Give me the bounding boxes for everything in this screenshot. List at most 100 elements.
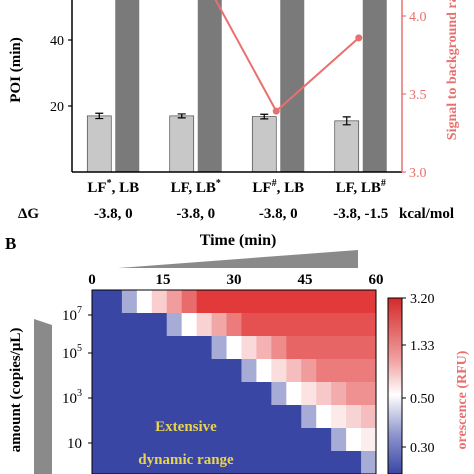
signal-point xyxy=(355,34,363,42)
heatmap-cell xyxy=(331,336,347,360)
category-labels: LF*, LB -3.8, 0 LF, LB* -3.8, 0 LF#, LB -3.8,… xyxy=(87,178,388,222)
heatmap-cell xyxy=(346,428,362,452)
heatmap-cell xyxy=(316,451,332,474)
delta-g-value: -3.8, -1.5 xyxy=(333,206,388,222)
heatmap-cell xyxy=(286,405,302,429)
bar-poi-light xyxy=(86,115,112,173)
heatmap-cell xyxy=(226,428,242,452)
delta-g-value: -3.8, 0 xyxy=(259,206,298,222)
heatmap-cell xyxy=(121,428,138,452)
colorbar-label: orescence (RFU) xyxy=(455,350,470,449)
heatmap-cell xyxy=(136,405,153,429)
heatmap-cell xyxy=(136,359,153,383)
heatmap-cell xyxy=(166,313,183,337)
error-bar xyxy=(260,113,269,120)
heatmap-cell xyxy=(346,405,362,429)
heatmap-cell xyxy=(301,382,317,406)
heatmap-cell xyxy=(166,428,183,452)
x-tick-label: 45 xyxy=(298,272,313,288)
heatmap-cell xyxy=(241,405,257,429)
time-ramp-wedge xyxy=(118,250,358,268)
heatmap-cell xyxy=(196,290,213,314)
heatmap-cell xyxy=(316,313,332,337)
heatmap-cell xyxy=(346,359,362,383)
heatmap-cell xyxy=(166,290,183,314)
heatmap-cell xyxy=(271,428,287,452)
x-tick-label: 30 xyxy=(227,272,242,288)
heatmap-cell xyxy=(166,382,183,406)
signal-line-layer xyxy=(214,0,363,115)
heatmap-cell xyxy=(256,336,272,360)
heatmap-cell xyxy=(301,428,317,452)
heatmap-cell xyxy=(271,382,287,406)
heatmap-cell xyxy=(256,405,272,429)
right-y-label: Signal to background ratio xyxy=(445,0,460,140)
heatmap-cell xyxy=(196,313,213,337)
heatmap-cell xyxy=(106,359,123,383)
heatmap-cell xyxy=(166,451,183,474)
heatmap-cell xyxy=(286,336,302,360)
heatmap-cell xyxy=(121,382,138,406)
delta-g-unit: kcal/mol xyxy=(399,206,454,222)
heatmap-frame xyxy=(91,289,377,474)
heatmap-cell xyxy=(241,290,257,314)
x-tick-label: 60 xyxy=(369,272,384,288)
error-bar xyxy=(177,113,186,119)
heatmap-cell xyxy=(136,290,153,314)
heatmap-cell xyxy=(226,405,242,429)
heatmap-cell xyxy=(226,451,242,474)
heatmap-cell xyxy=(226,382,242,406)
heatmap-cell xyxy=(151,336,168,360)
y-tick-label: 10 xyxy=(67,436,82,452)
heatmap-cell xyxy=(181,359,198,383)
heatmap-cell xyxy=(196,405,213,429)
heatmap-cell xyxy=(121,336,138,360)
category-label: LF, LB* xyxy=(171,178,221,196)
heatmap-cell xyxy=(346,336,362,360)
bar-poi-dark xyxy=(197,0,222,172)
heatmap-cell xyxy=(121,290,138,314)
heatmap-cell xyxy=(316,336,332,360)
heatmap-cell xyxy=(241,451,257,474)
heatmap-cell xyxy=(361,336,377,360)
heatmap-cell xyxy=(301,336,317,360)
heatmap-cell xyxy=(361,428,377,452)
bar-poi-light xyxy=(169,115,195,173)
heatmap-cell xyxy=(226,313,242,337)
heatmap-cell xyxy=(166,359,183,383)
heatmap-cell xyxy=(121,451,138,474)
heatmap-cell xyxy=(196,428,213,452)
colorbar xyxy=(387,297,403,474)
x-tick-labels: 0 15 30 45 60 xyxy=(88,272,383,288)
heatmap-cell xyxy=(196,451,213,474)
heatmap-cell xyxy=(211,359,228,383)
heatmap-cell xyxy=(361,313,377,337)
heatmap-cell xyxy=(346,290,362,314)
heatmap-cell xyxy=(331,451,347,474)
heatmap-cell xyxy=(241,336,257,360)
signal-line xyxy=(214,0,360,113)
heatmap-cell xyxy=(106,428,123,452)
bar-poi-dark xyxy=(115,0,140,172)
left-tick-label: 20 xyxy=(50,100,64,115)
heatmap-cell xyxy=(121,405,138,429)
heatmap-cell xyxy=(361,290,377,314)
heatmap-cell xyxy=(316,405,332,429)
heatmap-cell xyxy=(346,382,362,406)
heatmap-cell xyxy=(286,313,302,337)
heatmap-cell xyxy=(256,428,272,452)
x-tick-label: 15 xyxy=(156,272,171,288)
category-label: LF#, LB xyxy=(252,178,304,196)
panel-b-label: B xyxy=(5,234,16,253)
heatmap-cell xyxy=(286,382,302,406)
heatmap-cell xyxy=(166,336,183,360)
right-tick-label: 3.0 xyxy=(409,166,427,181)
heatmap-cell xyxy=(256,290,272,314)
left-tick-label: 40 xyxy=(50,34,64,49)
heatmap-cell xyxy=(181,428,198,452)
heatmap-cell xyxy=(136,451,153,474)
heatmap-cell xyxy=(211,290,228,314)
heatmap-cell xyxy=(271,405,287,429)
